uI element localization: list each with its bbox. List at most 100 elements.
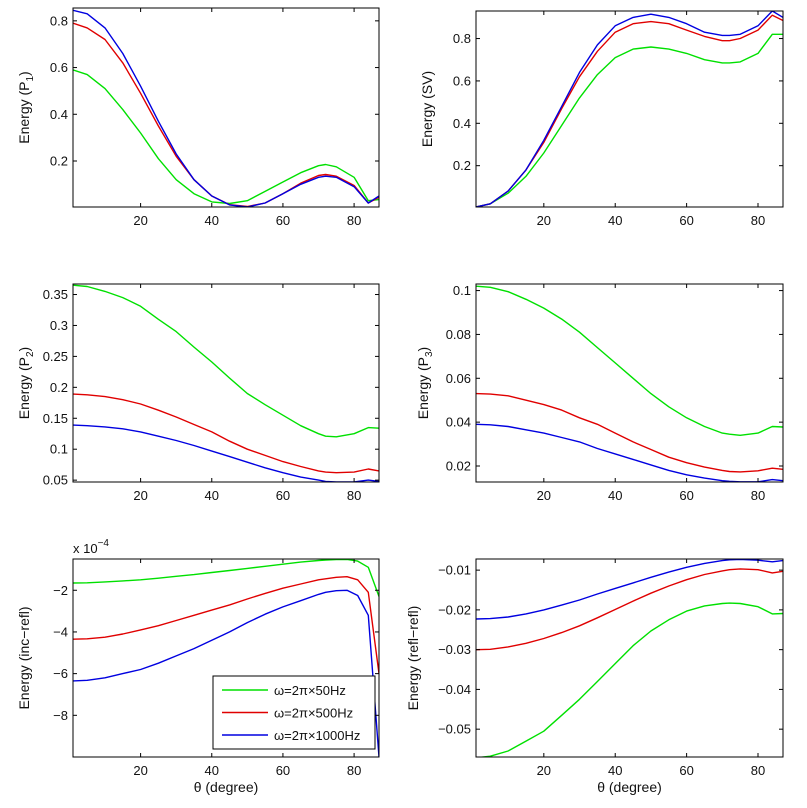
- x-axis-label: θ (degree): [597, 779, 662, 795]
- axes-box: [72, 7, 380, 208]
- x-tick-label: 20: [537, 213, 551, 228]
- x-tick-label: 60: [276, 488, 290, 503]
- y-tick-label: 0.6: [453, 73, 471, 88]
- series-group: [476, 11, 783, 207]
- y-tick-label: 0.1: [50, 442, 68, 457]
- y-tick-label: 0.1: [453, 283, 471, 298]
- x-tick-label: 60: [679, 488, 693, 503]
- series-line-2: [476, 423, 783, 482]
- x-tick-label: 60: [679, 763, 693, 778]
- x-tick-label: 60: [276, 213, 290, 228]
- x-tick-label: 40: [205, 488, 219, 503]
- series-line-0: [476, 602, 783, 757]
- legend: ω=2π×50Hz ω=2π×500Hz ω=2π×1000Hz: [212, 675, 376, 750]
- y-tick-label: 0.2: [50, 153, 68, 168]
- y-tick-label: 0.25: [43, 349, 68, 364]
- subplot-refl-refl: 20 40 60 80 −0.05 −0.04 −0.03 −0.02 −0.01 Energy …: [405, 558, 784, 795]
- y-tick-label: 0.4: [50, 107, 68, 122]
- y-tick-label: 0.8: [50, 13, 68, 28]
- series-line-2: [73, 424, 379, 482]
- x-tick-label: 80: [347, 488, 361, 503]
- y-tick-label: −0.02: [438, 602, 471, 617]
- x-tick-label: 80: [751, 763, 765, 778]
- subplot-p1: 20 40 60 80 0.2 0.4 0.6 0.8 Energy (P1): [16, 7, 380, 228]
- axes-box: [475, 10, 784, 208]
- axes-box: [72, 558, 380, 758]
- y-axis-label-sub: 3: [424, 351, 435, 357]
- y-axis-label-main: Energy (P: [16, 357, 32, 419]
- y-multiplier: x 10−4: [73, 538, 109, 556]
- y-tick-label: 0.2: [50, 380, 68, 395]
- x-tick-label: 80: [751, 213, 765, 228]
- y-tick-label: −0.04: [438, 682, 471, 697]
- series-line-1: [476, 568, 783, 651]
- x-tick-label: 20: [133, 488, 147, 503]
- y-tick-label: 0.35: [43, 287, 68, 302]
- series-line-1: [476, 14, 783, 207]
- y-axis-label-main: Energy (inc−refl): [16, 606, 32, 709]
- y-axis-label-end: ): [415, 347, 431, 352]
- axes-box: [475, 283, 784, 483]
- x-tick-label: 60: [276, 763, 290, 778]
- y-tick-label: 0.6: [50, 60, 68, 75]
- axes-box: [475, 558, 784, 758]
- series-line-2: [476, 11, 783, 207]
- y-axis-label-end: ): [16, 347, 32, 352]
- y-tick-label: 0.05: [43, 473, 68, 488]
- y-axis-label-main: Energy (P: [16, 81, 32, 143]
- series-line-2: [73, 589, 379, 757]
- x-tick-label: 40: [608, 763, 622, 778]
- series-line-2: [476, 559, 783, 620]
- y-tick-label: −2: [53, 583, 68, 598]
- series-line-0: [476, 285, 783, 436]
- y-tick-label: 0.15: [43, 411, 68, 426]
- x-tick-label: 60: [679, 213, 693, 228]
- x-tick-label: 20: [133, 763, 147, 778]
- y-tick-label: −6: [53, 666, 68, 681]
- x-tick-label: 80: [347, 763, 361, 778]
- y-axis-label-end: ): [16, 71, 32, 76]
- series-line-1: [73, 22, 379, 207]
- series-group: [73, 9, 379, 207]
- y-axis-label-sub: 1: [25, 75, 36, 81]
- y-axis-label-main: Energy (refl−refl): [405, 606, 421, 711]
- y-tick-label: 0.08: [446, 327, 471, 342]
- legend-label: ω=2π×50Hz: [274, 683, 346, 698]
- subplot-p2: 20 40 60 80 0.05 0.1 0.15 0.2 0.25 0.3 0.35 Energy …: [16, 283, 380, 503]
- y-axis-label: Energy (inc−refl): [16, 606, 32, 709]
- y-tick-label: 0.02: [446, 458, 471, 473]
- x-tick-label: 20: [537, 488, 551, 503]
- y-tick-label: 0.8: [453, 31, 471, 46]
- y-axis-label-sub: 2: [25, 351, 36, 357]
- subplot-inc-refl: 20 40 60 80 −8 −6 −4 −2 Energy (inc−refl) θ (degr…: [16, 538, 380, 795]
- series-group: [476, 285, 783, 482]
- y-tick-label: −8: [53, 708, 68, 723]
- y-multiplier-exp: −4: [98, 538, 110, 549]
- subplot-sv: 20 40 60 80 0.2 0.4 0.6 0.8 Energy (SV): [419, 10, 784, 228]
- y-tick-label: 0.06: [446, 371, 471, 386]
- y-axis-label: Energy (P1): [16, 71, 36, 143]
- y-axis-label: Energy (P3): [415, 347, 435, 419]
- x-tick-label: 20: [537, 763, 551, 778]
- x-tick-label: 40: [205, 213, 219, 228]
- legend-label: ω=2π×1000Hz: [274, 728, 360, 743]
- y-tick-label: −0.01: [438, 563, 471, 578]
- series-line-0: [73, 69, 379, 205]
- series-group: [73, 284, 379, 482]
- axes-box: [72, 283, 380, 483]
- y-multiplier-base: x 10: [73, 541, 98, 556]
- x-tick-label: 80: [347, 213, 361, 228]
- series-line-1: [73, 576, 379, 674]
- series-line-0: [73, 284, 379, 438]
- series-line-1: [73, 393, 379, 474]
- legend-label: ω=2π×500Hz: [274, 706, 353, 721]
- y-axis-label-main: Energy (SV): [419, 71, 435, 147]
- x-tick-label: 40: [608, 213, 622, 228]
- x-tick-label: 80: [751, 488, 765, 503]
- y-axis-label: Energy (P2): [16, 347, 36, 419]
- y-tick-label: −4: [53, 624, 68, 639]
- y-tick-label: 0.3: [50, 318, 68, 333]
- y-axis-label: Energy (refl−refl): [405, 606, 421, 711]
- series-line-2: [73, 9, 379, 207]
